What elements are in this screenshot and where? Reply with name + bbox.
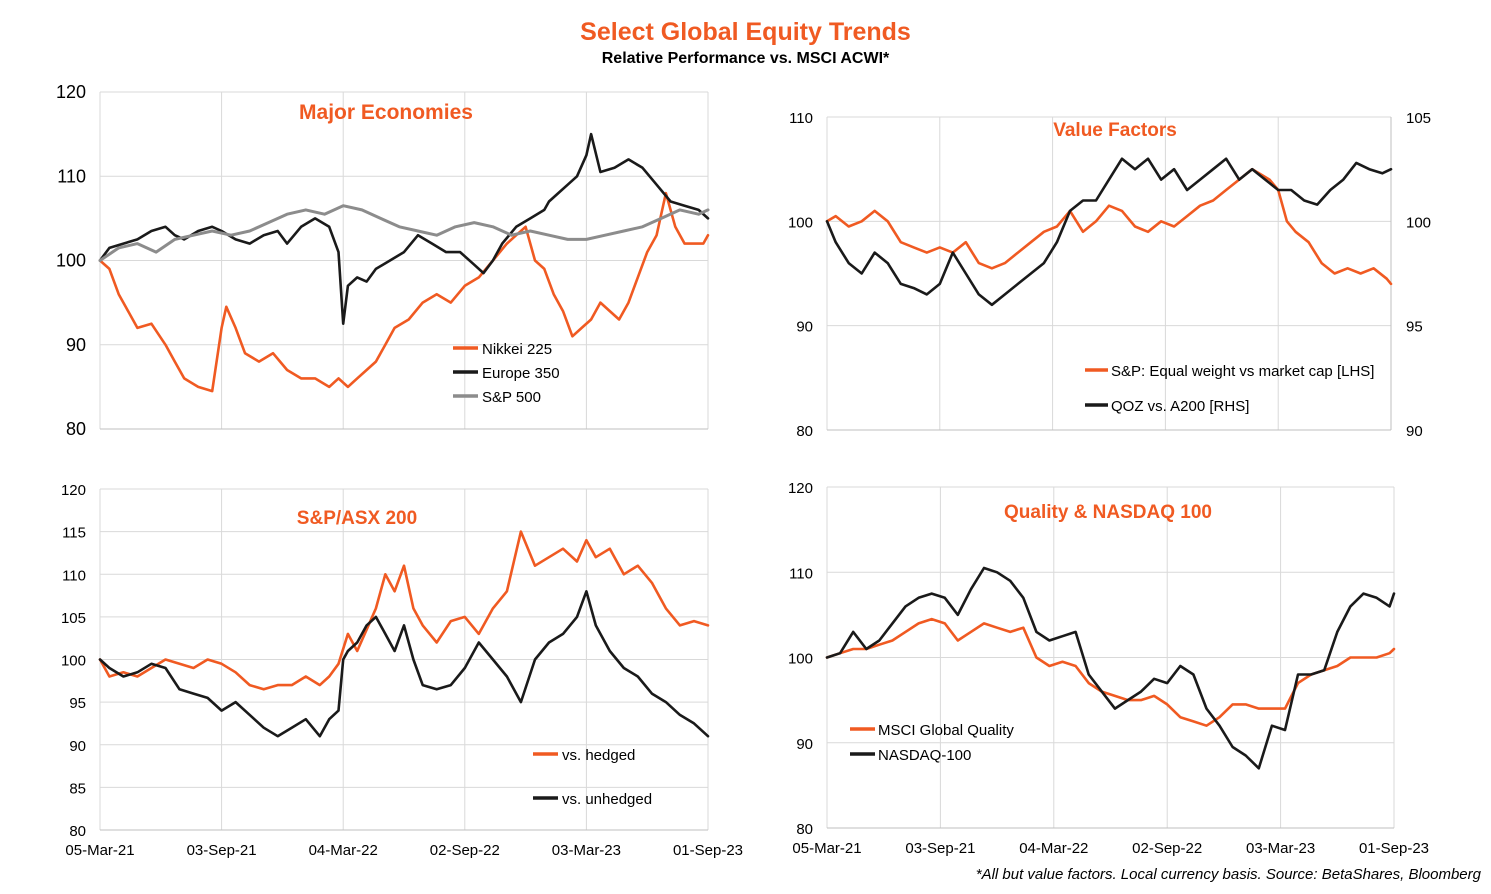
value-factors-legend-label: S&P: Equal weight vs market cap [LHS] — [1111, 363, 1374, 380]
major-economies-ytick-label: 80 — [66, 419, 86, 439]
sp-asx-200-ytick-label: 105 — [61, 610, 86, 627]
sp-asx-200-series-line-0 — [98, 530, 710, 691]
value-factors-y2tick-label: 105 — [1406, 110, 1431, 127]
quality-nasdaq-xtick-label: 03-Sep-21 — [905, 840, 975, 857]
sp-asx-200-ytick-label: 80 — [69, 823, 86, 840]
value-factors-chart: 80 90 100 110 90 95 100 105 Value Factors S&P: Eq… — [788, 110, 1431, 440]
sp-asx-200-series-line-1 — [98, 589, 710, 738]
quality-nasdaq-xtick-label: 04-Mar-22 — [1019, 840, 1088, 857]
quality-nasdaq-ytick-label: 80 — [796, 821, 813, 838]
quality-nasdaq-series-line-1 — [825, 566, 1396, 770]
value-factors-y2tick-label: 90 — [1406, 423, 1423, 440]
sp-asx-200-ytick-label: 100 — [61, 653, 86, 670]
sp-asx-200-xtick-label: 02-Sep-22 — [430, 842, 500, 859]
quality-nasdaq-xtick-label: 03-Mar-23 — [1246, 840, 1315, 857]
major-economies-ytick-label: 100 — [56, 251, 86, 271]
sp-asx-200-ytick-label: 110 — [62, 567, 86, 584]
sp-asx-200-xtick-label: 03-Sep-21 — [187, 842, 257, 859]
sp-asx-200-legend-label: vs. hedged — [562, 747, 635, 764]
sp-asx-200-xtick-label: 05-Mar-21 — [65, 842, 134, 859]
major-economies-ytick-label: 90 — [66, 335, 86, 355]
value-factors-ytick-label: 90 — [796, 319, 813, 336]
quality-nasdaq-ytick-label: 110 — [789, 565, 813, 582]
value-factors-y2tick-label: 95 — [1406, 319, 1423, 336]
sp-asx-200-ytick-label: 120 — [61, 482, 86, 499]
sp-asx-200-ytick-label: 115 — [62, 525, 86, 542]
sp-asx-200-xtick-label: 04-Mar-22 — [309, 842, 378, 859]
major-economies-legend-label: S&P 500 — [482, 389, 541, 406]
sp-asx-200-ytick-label: 95 — [69, 695, 86, 712]
quality-nasdaq-xtick-label: 05-Mar-21 — [792, 840, 861, 857]
sp-asx-200-xtick-label: 01-Sep-23 — [673, 842, 743, 859]
major-economies-title: Major Economies — [299, 101, 473, 124]
sp-asx-200-title: S&P/ASX 200 — [297, 508, 417, 529]
value-factors-title: Value Factors — [1053, 120, 1177, 141]
sp-asx-200-ytick-label: 85 — [69, 780, 86, 797]
sp-asx-200-chart: 80 85 90 95 100 105 110 115 120 05-Mar-21 03-Sep-2… — [61, 482, 743, 859]
quality-nasdaq-ytick-label: 100 — [788, 651, 813, 668]
quality-nasdaq-legend-label: NASDAQ-100 — [878, 747, 971, 764]
value-factors-y2tick-label: 100 — [1406, 214, 1431, 231]
quality-nasdaq-ytick-label: 120 — [788, 480, 813, 497]
value-factors-ytick-label: 80 — [796, 423, 813, 440]
footnote: *All but value factors. Local currency b… — [975, 866, 1481, 883]
value-factors-legend-label: QOZ vs. A200 [RHS] — [1111, 398, 1249, 415]
major-economies-series-line-1 — [98, 132, 710, 326]
major-economies-legend-label: Europe 350 — [482, 365, 560, 382]
value-factors-series-line-1 — [825, 157, 1393, 307]
sp-asx-200-xtick-label: 03-Mar-23 — [552, 842, 621, 859]
sp-asx-200-legend-label: vs. unhedged — [562, 791, 652, 808]
major-economies-chart: 80 90 100 110 120 Major Economies Nikkei 225 Eu… — [56, 82, 710, 439]
major-economies-ytick-label: 120 — [56, 82, 86, 102]
page-subtitle: Relative Performance vs. MSCI ACWI* — [601, 50, 890, 67]
quality-nasdaq-ytick-label: 90 — [796, 736, 813, 753]
sp-asx-200-ytick-label: 90 — [69, 738, 86, 755]
quality-nasdaq-xtick-label: 01-Sep-23 — [1359, 840, 1429, 857]
major-economies-legend-label: Nikkei 225 — [482, 341, 552, 358]
quality-nasdaq-xtick-label: 02-Sep-22 — [1132, 840, 1202, 857]
quality-nasdaq-series-line-0 — [825, 617, 1396, 728]
quality-nasdaq-chart: 80 90 100 110 120 05-Mar-21 03-Sep-21 04-Mar-22… — [788, 480, 1429, 857]
major-economies-series-line-0 — [98, 191, 710, 393]
page-title: Select Global Equity Trends — [580, 18, 911, 46]
value-factors-series-line-0 — [825, 167, 1393, 286]
quality-nasdaq-legend-label: MSCI Global Quality — [878, 722, 1014, 739]
value-factors-ytick-label: 100 — [788, 214, 813, 231]
quality-nasdaq-title: Quality & NASDAQ 100 — [1004, 502, 1212, 523]
major-economies-ytick-label: 110 — [57, 166, 86, 186]
major-economies-series-line-2 — [98, 204, 710, 262]
value-factors-ytick-label: 110 — [789, 110, 813, 127]
